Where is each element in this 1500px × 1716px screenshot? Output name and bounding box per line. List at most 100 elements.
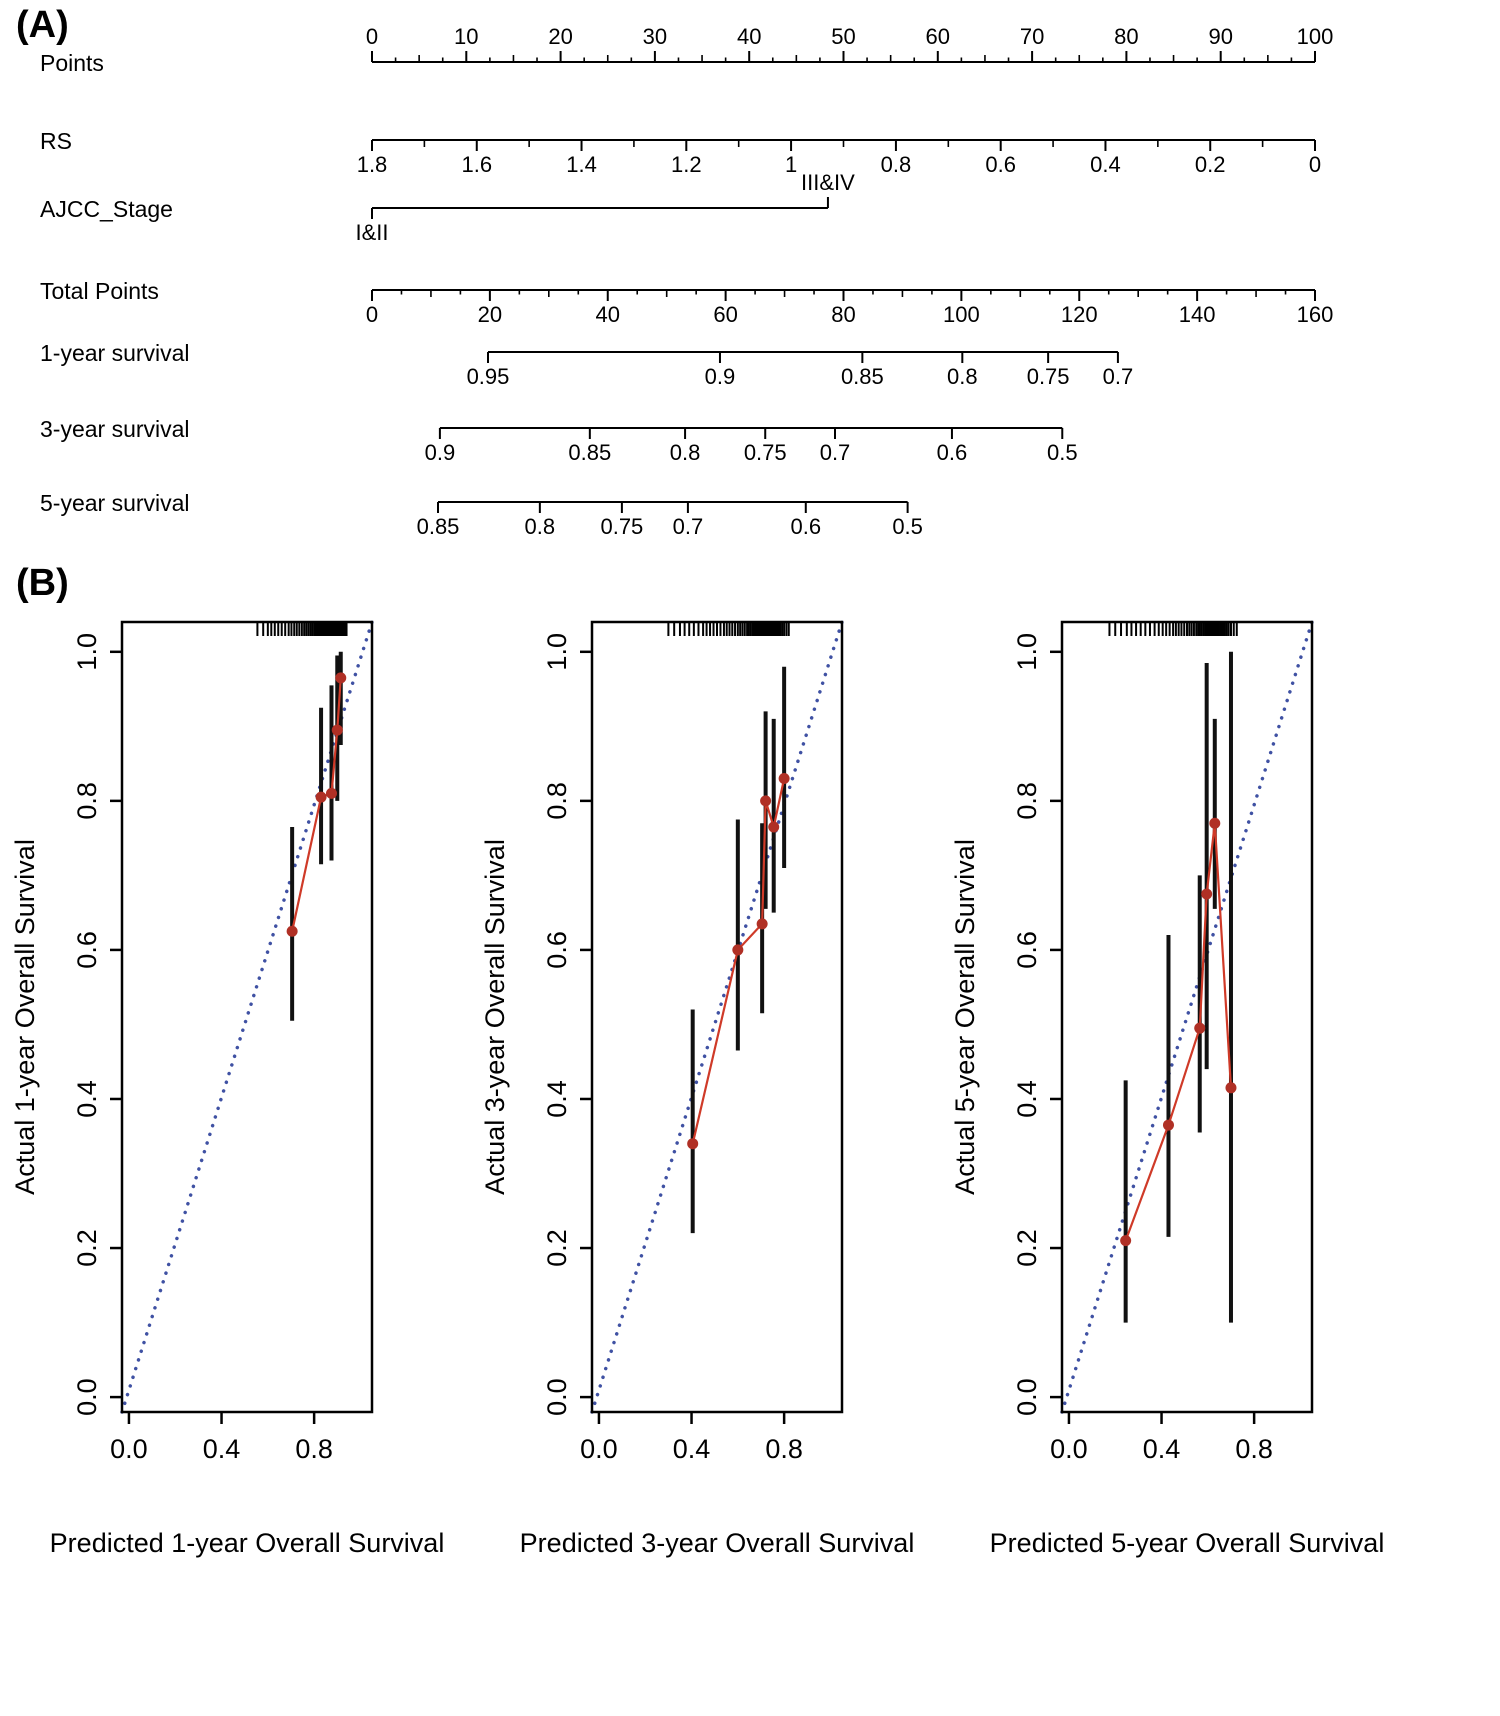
plot-frame [1060,620,1314,1414]
axis-tick-label: 0.85 [841,364,884,389]
calibration-point [768,821,780,833]
axis-tick-label: 0.8 [881,152,912,177]
axis-tick-label: 0.75 [600,514,643,539]
y-tick-label: 0.6 [542,931,572,969]
axis-tick-label: I&II [355,220,388,245]
axis-tick-label: 0.7 [673,514,704,539]
nomogram-axis-total-points: Total Points 0 20 40 60 80 100 120 140 160 [40,278,1333,327]
axis-tick-label: 0.8 [947,364,978,389]
axis-tick-label: 0.8 [670,440,701,465]
axis-tick-label: 0 [366,302,378,327]
calibration-point [325,787,337,799]
axis-tick-label: 0.7 [820,440,851,465]
calibration-point [1162,1119,1174,1131]
x-axis-title: Predicted 3-year Overall Survival [520,1528,915,1558]
axis-tick-label: 90 [1208,24,1232,49]
cal-1yr: 0.0 0.4 0.8 0.0 0.2 0.4 0.6 0.8 1.0 Predicted 1-y… [10,620,445,1558]
y-axis-title: Actual 1-year Overall Survival [10,839,40,1195]
axis-row-label: AJCC_Stage [40,196,173,222]
y-tick-label: 0.8 [542,782,572,820]
x-tick-label: 0.4 [673,1434,711,1464]
x-tick-label: 0.0 [580,1434,618,1464]
ideal-line [120,620,374,1414]
axis-tick-label: 1.4 [566,152,597,177]
nomogram-axis-survival-3yr: 3-year survival 0.9 0.85 0.8 0.75 0.7 0.6 0.5 [40,416,1078,465]
calibration-point [1201,888,1213,900]
axis-tick-label: 0.2 [1195,152,1226,177]
axis-tick-label: 40 [596,302,620,327]
x-tick-label: 0.4 [203,1434,241,1464]
axis-tick-label: 0.85 [568,440,611,465]
axis-tick-label: 0 [1309,152,1321,177]
calibration-point [335,672,347,684]
y-tick-label: 0.8 [72,782,102,820]
axis-tick-label: 50 [831,24,855,49]
axis-tick-label: 0.9 [425,440,456,465]
axis-tick-label: 10 [454,24,478,49]
nomogram-axis-points: Points 0 10 20 30 40 50 60 70 80 90 100 [40,24,1333,76]
calibration-point [286,925,298,937]
x-tick-label: 0.4 [1143,1434,1181,1464]
calibration-plots: 0.0 0.4 0.8 0.0 0.2 0.4 0.6 0.8 1.0 Predicted 1-y… [10,620,1385,1558]
calibration-point [315,791,327,803]
calibration-point [732,944,744,956]
plot-frame [120,620,374,1414]
axis-tick-label: 70 [1020,24,1044,49]
axis-tick-label: 1 [785,152,797,177]
axis-tick-label: 0.9 [705,364,736,389]
y-tick-label: 0.4 [72,1080,102,1118]
axis-tick-label: 40 [737,24,761,49]
axis-tick-label: 100 [943,302,980,327]
x-tick-label: 0.8 [765,1434,803,1464]
nomogram-axis-survival-1yr: 1-year survival 0.95 0.9 0.85 0.8 0.75 0.7 [40,340,1133,389]
axis-tick-label: 0.5 [1047,440,1078,465]
calibration-point [1209,817,1221,829]
x-tick-label: 0.8 [1235,1434,1273,1464]
y-tick-label: 1.0 [1012,633,1042,671]
axis-tick-label: 0 [366,24,378,49]
y-tick-label: 0.6 [1012,931,1042,969]
axis-tick-label: 0.95 [467,364,510,389]
axis-tick-label: 0.4 [1090,152,1121,177]
y-tick-label: 0.4 [1012,1080,1042,1118]
x-axis-title: Predicted 1-year Overall Survival [50,1528,445,1558]
axis-tick-label: 1.8 [357,152,388,177]
cal-3yr: 0.0 0.4 0.8 0.0 0.2 0.4 0.6 0.8 1.0 Predicted 3-y… [480,620,915,1558]
y-axis-title: Actual 5-year Overall Survival [950,839,980,1195]
y-tick-label: 1.0 [542,633,572,671]
y-tick-label: 0.2 [1012,1229,1042,1267]
axis-tick-label: 80 [1114,24,1138,49]
y-tick-label: 0.0 [72,1378,102,1416]
calibration-point [1194,1022,1206,1034]
axis-row-label: 5-year survival [40,490,190,516]
axis-tick-label: 0.5 [892,514,923,539]
x-axis-title: Predicted 5-year Overall Survival [990,1528,1385,1558]
panel-a-label: (A) [16,4,69,46]
axis-tick-label: 0.7 [1103,364,1134,389]
calibration-point [1225,1082,1237,1094]
axis-tick-label: 0.6 [985,152,1016,177]
axis-tick-label: 0.75 [744,440,787,465]
axis-row-label: Total Points [40,278,159,304]
axis-row-label: RS [40,128,72,154]
y-tick-label: 0.2 [72,1229,102,1267]
axis-tick-label: 1.6 [461,152,492,177]
nomogram-axis-rs: RS 1.8 1.6 1.4 1.2 1 0.8 0.6 0.4 0.2 0 [40,128,1321,177]
y-tick-label: 0.2 [542,1229,572,1267]
axis-tick-label: 20 [548,24,572,49]
calibration-line [1124,823,1233,1241]
axis-tick-label: 60 [926,24,950,49]
axis-tick-label: 30 [643,24,667,49]
plot-frame [590,620,844,1414]
calibration-line [691,778,786,1144]
axis-tick-label: 0.75 [1027,364,1070,389]
cal-5yr: 0.0 0.4 0.8 0.0 0.2 0.4 0.6 0.8 1.0 Predicted 5-y… [950,620,1385,1558]
axis-tick-label: III&IV [801,170,855,195]
nomogram-axis-survival-5yr: 5-year survival 0.85 0.8 0.75 0.7 0.6 0.5 [40,490,923,539]
y-tick-label: 0.0 [1012,1378,1042,1416]
axis-row-label: 3-year survival [40,416,190,442]
axis-tick-label: 80 [831,302,855,327]
calibration-point [331,724,343,736]
